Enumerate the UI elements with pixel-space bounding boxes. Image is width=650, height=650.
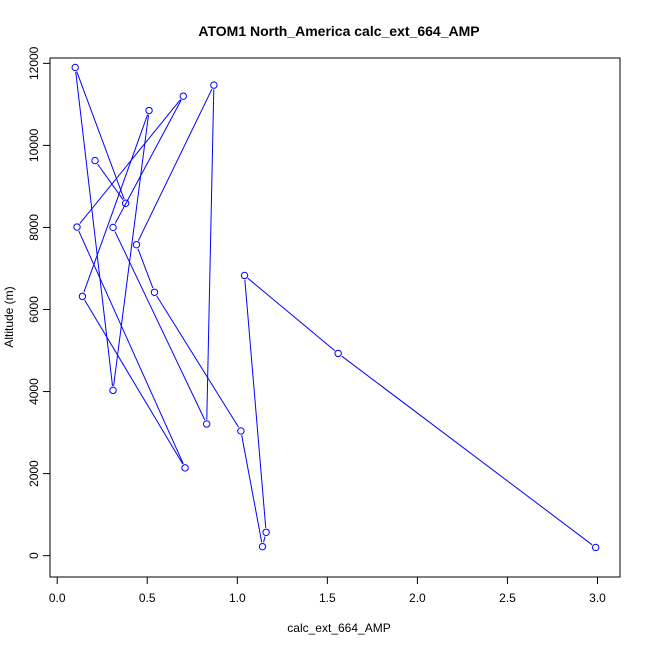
data-point [121,199,130,207]
data-point [109,223,117,232]
y-axis: 0 2000 4000 6000 8000 10000 12000 [27,46,51,559]
x-tick-label: 1.0 [229,591,246,605]
series-segment [137,248,154,289]
series-segment [114,231,206,421]
data-point [237,427,245,435]
data-point [262,528,270,536]
y-tick-label: 6000 [27,296,41,323]
chart-title: ATOM1 North_America calc_ext_664_AMP [198,23,479,39]
series-segment [75,71,114,387]
series-layer [71,63,600,552]
data-point [71,63,79,72]
series-segment [79,99,181,224]
data-point [145,106,153,115]
data-point [78,292,87,301]
data-point [179,92,187,100]
x-tick-label: 2.0 [409,591,426,605]
data-point [109,386,117,395]
x-tick-label: 3.0 [589,591,606,605]
series-segment [83,114,149,293]
series-segment [76,71,125,200]
series-segment [341,355,593,546]
x-axis: 0.0 0.5 1.0 1.5 2.0 2.5 3.0 [49,576,606,605]
y-axis-label: Altitude (m) [2,286,16,347]
data-point [150,288,159,296]
series-segment [114,99,182,224]
series-segment [156,295,239,428]
series-segment [241,435,263,543]
data-point [240,271,249,280]
y-tick-label: 8000 [27,214,41,241]
series-segment [263,536,266,543]
series-segment [244,279,267,528]
series-segment [137,88,213,241]
series-segment [78,230,184,465]
series-segment [247,277,336,351]
data-point [334,349,342,358]
data-point [210,81,218,89]
y-tick-label: 4000 [27,378,41,405]
y-tick-label: 2000 [27,460,41,487]
x-tick-label: 1.5 [319,591,336,605]
data-point [132,240,141,249]
x-tick-label: 0.5 [139,591,156,605]
x-tick-label: 2.5 [499,591,516,605]
series-segment [206,89,215,420]
data-point [591,543,600,552]
y-tick-label: 10000 [27,128,41,162]
series-segment [97,163,124,200]
x-axis-label: calc_ext_664_AMP [287,621,390,635]
x-tick-label: 0.0 [49,591,66,605]
data-point [181,464,189,472]
plot-area-border [49,57,621,578]
data-point [91,156,99,165]
data-point [73,223,81,231]
y-tick-label: 12000 [27,46,41,80]
y-tick-label: 0 [27,552,41,559]
series-segment [113,114,149,387]
data-point [258,542,267,551]
series-segment [84,299,184,465]
data-point [202,420,211,428]
